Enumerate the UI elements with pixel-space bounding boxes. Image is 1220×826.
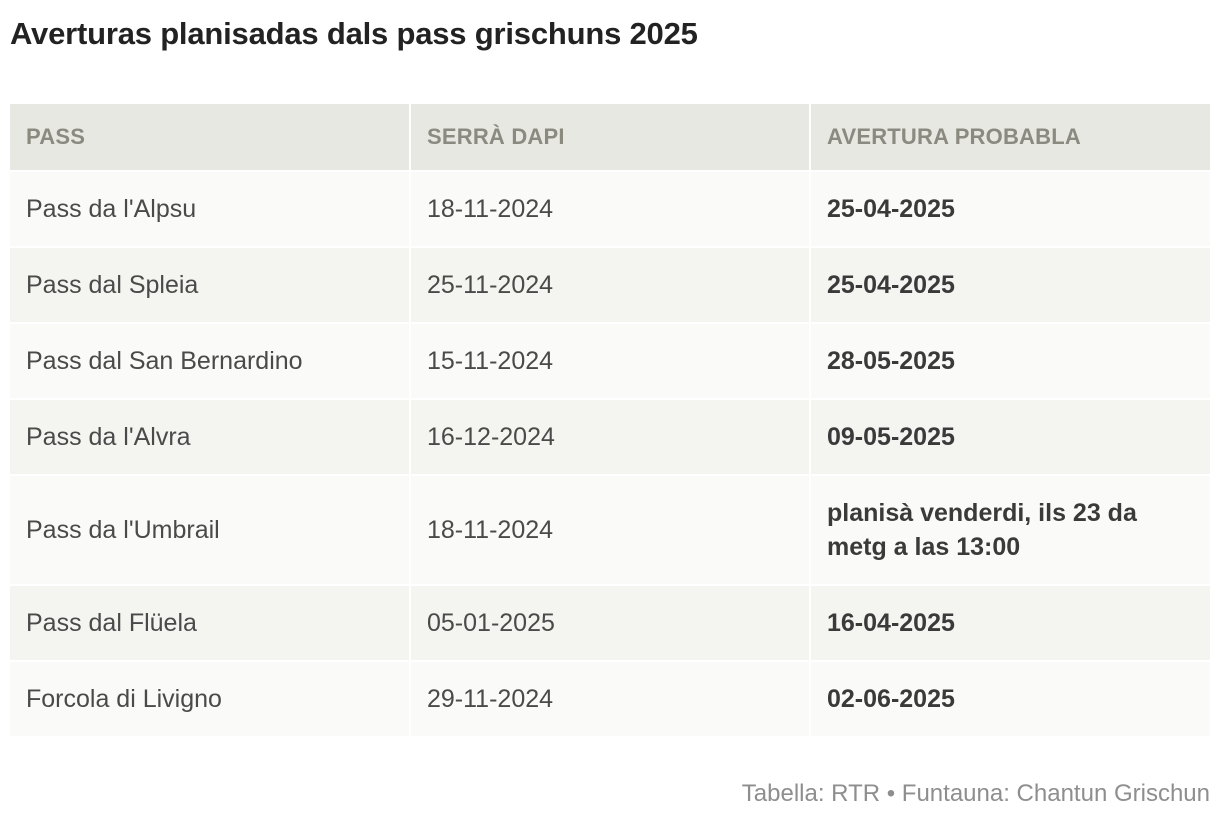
table-row: Pass dal Flüela 05-01-2025 16-04-2025 <box>10 585 1210 662</box>
cell-closed-since: 18-11-2024 <box>410 475 811 586</box>
table-row: Pass da l'Alvra 16-12-2024 09-05-2025 <box>10 399 1210 476</box>
cell-probable-opening: 25-04-2025 <box>810 171 1210 248</box>
cell-pass: Pass dal Spleia <box>10 247 411 324</box>
cell-closed-since: 16-12-2024 <box>410 399 811 476</box>
table-row: Pass dal San Bernardino 15-11-2024 28-05… <box>10 323 1210 400</box>
table-row: Pass da l'Umbrail 18-11-2024 planisà ven… <box>10 475 1210 586</box>
header-closed-since: Serrà dapi <box>410 104 811 172</box>
table-title: Averturas planisadas dals pass grischuns… <box>10 16 698 51</box>
header-pass: Pass <box>10 104 411 172</box>
table-row: Pass dal Spleia 25-11-2024 25-04-2025 <box>10 247 1210 324</box>
cell-pass: Pass dal San Bernardino <box>10 323 411 400</box>
pass-openings-table: Pass Serrà dapi Avertura probabla Pass d… <box>10 104 1210 738</box>
cell-closed-since: 18-11-2024 <box>410 171 811 248</box>
cell-probable-opening: 09-05-2025 <box>810 399 1210 476</box>
cell-closed-since: 15-11-2024 <box>410 323 811 400</box>
cell-closed-since: 05-01-2025 <box>410 585 811 662</box>
source-credit: Tabella: RTR • Funtauna: Chantun Grischu… <box>741 780 1210 807</box>
cell-probable-opening: 02-06-2025 <box>810 661 1210 738</box>
cell-pass: Pass dal Flüela <box>10 585 411 662</box>
cell-closed-since: 25-11-2024 <box>410 247 811 324</box>
cell-pass: Pass da l'Umbrail <box>10 475 411 586</box>
cell-pass: Pass da l'Alpsu <box>10 171 411 248</box>
header-row: Pass Serrà dapi Avertura probabla <box>10 104 1210 172</box>
cell-pass: Forcola di Livigno <box>10 661 411 738</box>
table-row: Forcola di Livigno 29-11-2024 02-06-2025 <box>10 661 1210 738</box>
cell-probable-opening: 25-04-2025 <box>810 247 1210 324</box>
cell-probable-opening: 28-05-2025 <box>810 323 1210 400</box>
header-probable-opening: Avertura probabla <box>810 104 1210 172</box>
cell-pass: Pass da l'Alvra <box>10 399 411 476</box>
cell-probable-opening: 16-04-2025 <box>810 585 1210 662</box>
cell-probable-opening: planisà venderdi, ils 23 da metg a las 1… <box>810 475 1210 586</box>
cell-closed-since: 29-11-2024 <box>410 661 811 738</box>
table-row: Pass da l'Alpsu 18-11-2024 25-04-2025 <box>10 171 1210 248</box>
